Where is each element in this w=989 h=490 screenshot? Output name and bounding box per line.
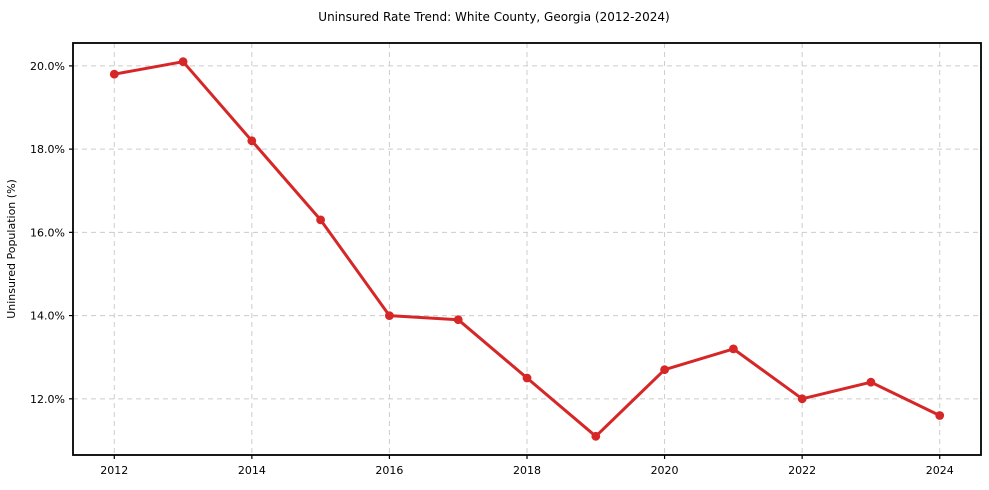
data-point <box>591 431 601 441</box>
x-tick-label: 2018 <box>513 464 541 477</box>
data-point <box>385 311 394 320</box>
x-tick-label: 2024 <box>926 464 954 477</box>
data-point <box>729 344 738 354</box>
data-point <box>109 69 119 79</box>
data-point <box>247 136 257 146</box>
x-tick-label: 2022 <box>788 464 816 477</box>
chart-title: Uninsured Rate Trend: White County, Geor… <box>318 10 669 24</box>
data-point <box>316 215 325 225</box>
y-tick-label: 16.0% <box>30 226 65 239</box>
data-point <box>797 394 807 404</box>
data-point <box>866 377 876 387</box>
x-tick-label: 2016 <box>375 464 403 477</box>
data-point <box>660 365 669 375</box>
data-point <box>935 411 945 420</box>
x-tick-label: 2020 <box>651 464 679 477</box>
x-tick-label: 2014 <box>238 464 266 477</box>
axis-ticks: 2012 2014 2016 2018 2020 2022 2024 12.0% 14.0% 16… <box>30 60 954 477</box>
data-point <box>453 315 463 325</box>
y-axis-label: Uninsured Population (%) <box>5 179 18 319</box>
data-series <box>109 57 945 441</box>
data-point <box>178 57 188 67</box>
y-tick-label: 12.0% <box>30 393 65 406</box>
y-tick-label: 20.0% <box>30 60 65 73</box>
gridlines <box>73 43 981 455</box>
y-tick-label: 14.0% <box>30 310 65 323</box>
x-tick-label: 2012 <box>100 464 128 477</box>
y-tick-label: 18.0% <box>30 143 65 156</box>
plot-border <box>72 42 982 456</box>
data-point <box>522 373 532 383</box>
